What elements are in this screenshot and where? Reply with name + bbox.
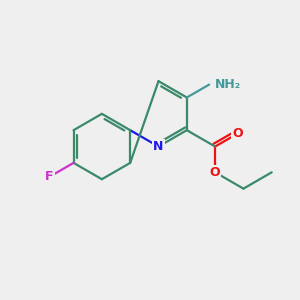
Text: F: F <box>45 170 54 183</box>
Text: N: N <box>153 140 164 153</box>
Text: O: O <box>232 127 243 140</box>
Text: O: O <box>210 166 220 179</box>
Text: NH₂: NH₂ <box>215 78 241 91</box>
